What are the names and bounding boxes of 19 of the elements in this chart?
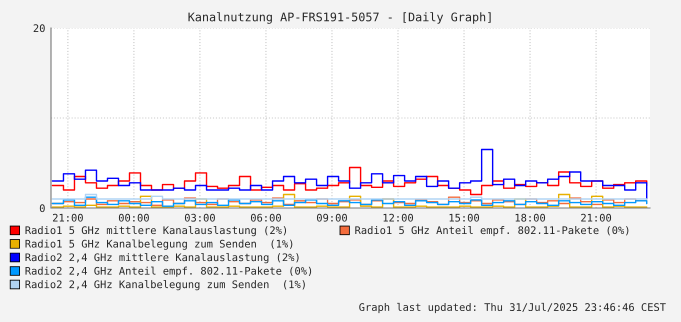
y-tick-label: 0 — [40, 204, 45, 212]
x-tick-label: 06:00 — [250, 214, 281, 222]
x-tick-label: 09:00 — [316, 214, 347, 222]
x-tick-label: 12:00 — [384, 214, 414, 222]
x-tick-label: 15:00 — [450, 214, 480, 222]
x-tick-label: 21:00 — [52, 214, 83, 222]
legend-label: Radio2 2,4 GHz Anteil empf. 802.11-Pakete (0%) — [26, 266, 312, 277]
legend-label: Radio1 5 GHz Anteil empf. 802.11-Pakete (0%) — [355, 226, 628, 236]
legend-label: Radio2 2,4 GHz Kanalbelegung zum Senden (1%) — [26, 280, 305, 290]
x-tick-label: 18:00 — [516, 214, 546, 222]
chart-title: Kanalnutzung AP-FRS191-5057 - [Daily Graph] — [188, 12, 491, 24]
x-tick-label: 00:00 — [118, 214, 149, 222]
legend-label: Radio1 5 GHz mittlere Kanalauslastung (2%) — [26, 226, 286, 236]
x-tick-label: 21:00 — [581, 214, 612, 222]
legend-label: Radio2 2,4 GHz mittlere Kanalauslastung (2%) — [26, 253, 299, 264]
legend-label: Radio1 5 GHz Kanalbelegung zum Senden (1%) — [26, 240, 292, 250]
x-tick-label: 03:00 — [184, 214, 215, 222]
text: Graph last updated: Thu 31/Jul/2025 23:46:46 CEST — [359, 302, 666, 314]
y-tick-label: 20 — [34, 24, 45, 32]
